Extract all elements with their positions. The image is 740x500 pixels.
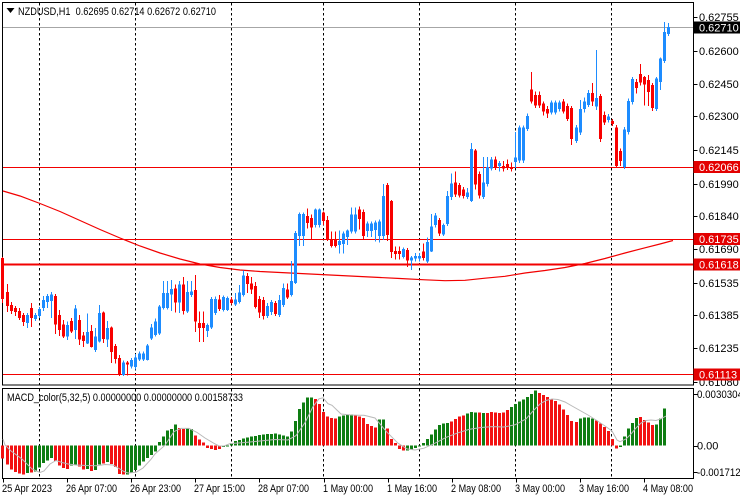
svg-text:MACD_color(5,32,5) 0.00000000: MACD_color(5,32,5) 0.00000000 0.00000000…	[7, 392, 243, 404]
svg-text:26 Apr 23:00: 26 Apr 23:00	[130, 483, 181, 495]
svg-text:NZDUSD,H1 0.62695 0.62714 0.6: NZDUSD,H1 0.62695 0.62714 0.62672 0.6271…	[18, 6, 216, 18]
svg-text:0.61690: 0.61690	[699, 244, 739, 256]
svg-text:1 May 00:00: 1 May 00:00	[323, 483, 373, 495]
svg-text:-0.0017126: -0.0017126	[697, 467, 740, 479]
svg-text:0.62710: 0.62710	[699, 23, 739, 35]
svg-text:27 Apr 15:00: 27 Apr 15:00	[194, 483, 245, 495]
svg-text:0.0030304: 0.0030304	[697, 389, 740, 401]
svg-text:0.62300: 0.62300	[699, 111, 739, 123]
svg-text:0.61235: 0.61235	[699, 343, 739, 355]
svg-text:1 May 16:00: 1 May 16:00	[387, 483, 437, 495]
svg-text:0.61840: 0.61840	[699, 211, 739, 223]
svg-text:26 Apr 07:00: 26 Apr 07:00	[66, 483, 117, 495]
svg-text:28 Apr 07:00: 28 Apr 07:00	[258, 483, 309, 495]
svg-text:0.62755: 0.62755	[699, 12, 739, 24]
svg-text:0.62600: 0.62600	[699, 46, 739, 58]
svg-text:0.61618: 0.61618	[699, 260, 739, 272]
svg-text:4 May 08:00: 4 May 08:00	[643, 483, 693, 495]
svg-text:0.61735: 0.61735	[699, 234, 739, 246]
svg-text:3 May 00:00: 3 May 00:00	[515, 483, 565, 495]
svg-text:0.62450: 0.62450	[699, 79, 739, 91]
svg-text:0.61385: 0.61385	[699, 310, 739, 322]
svg-text:25 Apr 2023: 25 Apr 2023	[2, 483, 52, 495]
svg-text:0.00: 0.00	[697, 441, 718, 453]
svg-text:2 May 08:00: 2 May 08:00	[451, 483, 501, 495]
svg-text:3 May 16:00: 3 May 16:00	[579, 483, 629, 495]
svg-text:0.61535: 0.61535	[699, 278, 739, 290]
svg-text:0.62066: 0.62066	[699, 162, 739, 174]
svg-text:0.62145: 0.62145	[699, 145, 739, 157]
svg-text:0.61990: 0.61990	[699, 179, 739, 191]
svg-text:0.61113: 0.61113	[699, 370, 737, 382]
